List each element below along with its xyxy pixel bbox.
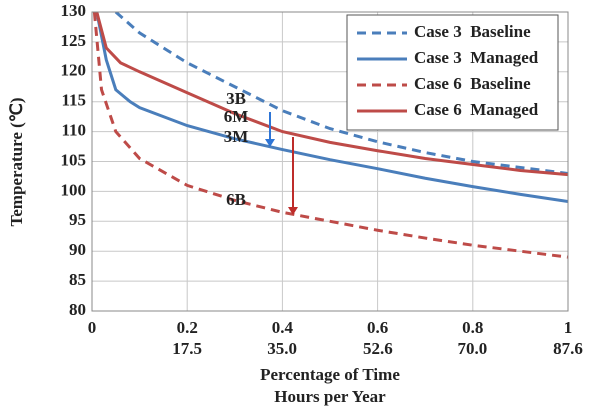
y-tick-label: 90: [69, 240, 86, 259]
y-tick-label: 105: [61, 150, 87, 169]
x-tick-label: 0.4: [272, 318, 294, 337]
x-tick-label: 0: [88, 318, 97, 337]
annotation: 3M: [224, 127, 249, 146]
y-tick-label: 100: [61, 180, 87, 199]
x2-tick-label: 17.5: [172, 339, 202, 358]
x-tick-label: 0.8: [462, 318, 483, 337]
plot-lines: [92, 12, 568, 259]
annotation: 6M: [224, 107, 249, 126]
y-tick-label: 85: [69, 270, 86, 289]
y-tick-label: 95: [69, 210, 86, 229]
x-tick-label: 0.2: [177, 318, 198, 337]
plot-border: [91, 11, 569, 312]
legend-label: Case 3 Baseline: [414, 22, 531, 41]
series-line: [92, 12, 568, 259]
annotation: 6B: [226, 190, 246, 209]
x-tick-label: 1: [564, 318, 573, 337]
y-tick-label: 125: [61, 31, 87, 50]
legend-items: Case 3 Baseline Case 3 Managed Case 6 Base…: [357, 22, 539, 119]
x2-tick-label: 35.0: [267, 339, 297, 358]
y-tick-label: 120: [61, 61, 87, 80]
y-tick-label: 130: [61, 1, 87, 20]
y-tick-label: 115: [61, 91, 86, 110]
series-line: [95, 12, 568, 204]
y-tick-label: 110: [61, 121, 86, 140]
arrow-head: [288, 207, 298, 215]
legend-label: Case 3 Managed: [414, 48, 539, 67]
x2-axis-label: Hours per Year: [274, 387, 386, 406]
x-tick-label: 0.6: [367, 318, 388, 337]
y-tick-label: 80: [69, 300, 86, 319]
x2-tick-label: 70.0: [457, 339, 487, 358]
x2-tick-label: 87.6: [553, 339, 583, 358]
x2-tick-label: 52.6: [363, 339, 393, 358]
x-axis-label: Percentage of Time: [260, 365, 400, 384]
series-line: [95, 12, 568, 177]
legend-label: Case 6 Baseline: [414, 74, 531, 93]
annotation: 3B: [226, 89, 246, 108]
y-axis-label: Temperature (℃): [7, 97, 26, 226]
arrow-head: [265, 139, 275, 147]
legend-label: Case 6 Managed: [414, 100, 539, 119]
